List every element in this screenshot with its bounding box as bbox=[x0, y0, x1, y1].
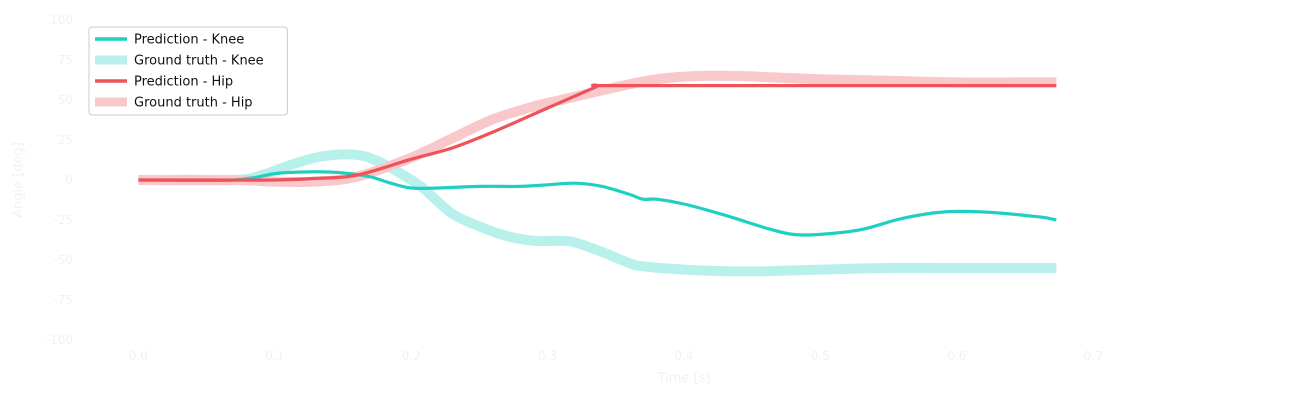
x-tick-label: 0.5 bbox=[811, 349, 830, 363]
legend-items: Prediction - Knee Ground truth - Knee Pred… bbox=[95, 33, 264, 111]
x-axis-label: Time [s] bbox=[657, 371, 711, 386]
y-tick-label: -25 bbox=[53, 213, 73, 227]
legend-entry-label: Ground truth - Hip bbox=[134, 96, 253, 111]
legend: Prediction - Knee Ground truth - Knee Pred… bbox=[88, 26, 288, 116]
series-line-prediction-knee bbox=[138, 170, 1057, 237]
y-tick-label: -100 bbox=[46, 333, 73, 347]
legend-box bbox=[88, 26, 288, 116]
x-tick-label: 0.2 bbox=[402, 349, 421, 363]
x-tick-label: 0.0 bbox=[129, 349, 148, 363]
y-tick-label: -50 bbox=[53, 253, 73, 267]
y-tick-label: 0 bbox=[65, 173, 73, 187]
x-tick-label: 0.6 bbox=[947, 349, 966, 363]
legend-entry-label: Prediction - Knee bbox=[134, 33, 244, 48]
y-tick-label: -75 bbox=[53, 293, 73, 307]
series-layer bbox=[138, 70, 1057, 277]
legend-entry-label: Prediction - Hip bbox=[134, 75, 233, 90]
x-tick-label: 0.1 bbox=[265, 349, 284, 363]
y-tick-label: 25 bbox=[58, 133, 73, 147]
x-tick-label: 0.7 bbox=[1084, 349, 1103, 363]
series-line-prediction-hip bbox=[138, 83, 1057, 182]
x-tick-label: 0.4 bbox=[674, 349, 693, 363]
ticks-layer: 0.0 0.1 0.2 0.3 0.4 0.5 0.6 0.7 -100 -75 -50 -25 0 25… bbox=[46, 13, 1103, 363]
y-tick-label: 50 bbox=[58, 93, 73, 107]
series-line-ground-truth-knee bbox=[138, 149, 1057, 277]
x-tick-label: 0.3 bbox=[538, 349, 557, 363]
y-axis-label: Angle [deg] bbox=[11, 142, 26, 218]
y-tick-label: 75 bbox=[58, 53, 73, 67]
legend-entry-label: Ground truth - Knee bbox=[134, 54, 264, 69]
y-tick-label: 100 bbox=[50, 13, 73, 27]
series-line-ground-truth-hip bbox=[138, 70, 1057, 188]
